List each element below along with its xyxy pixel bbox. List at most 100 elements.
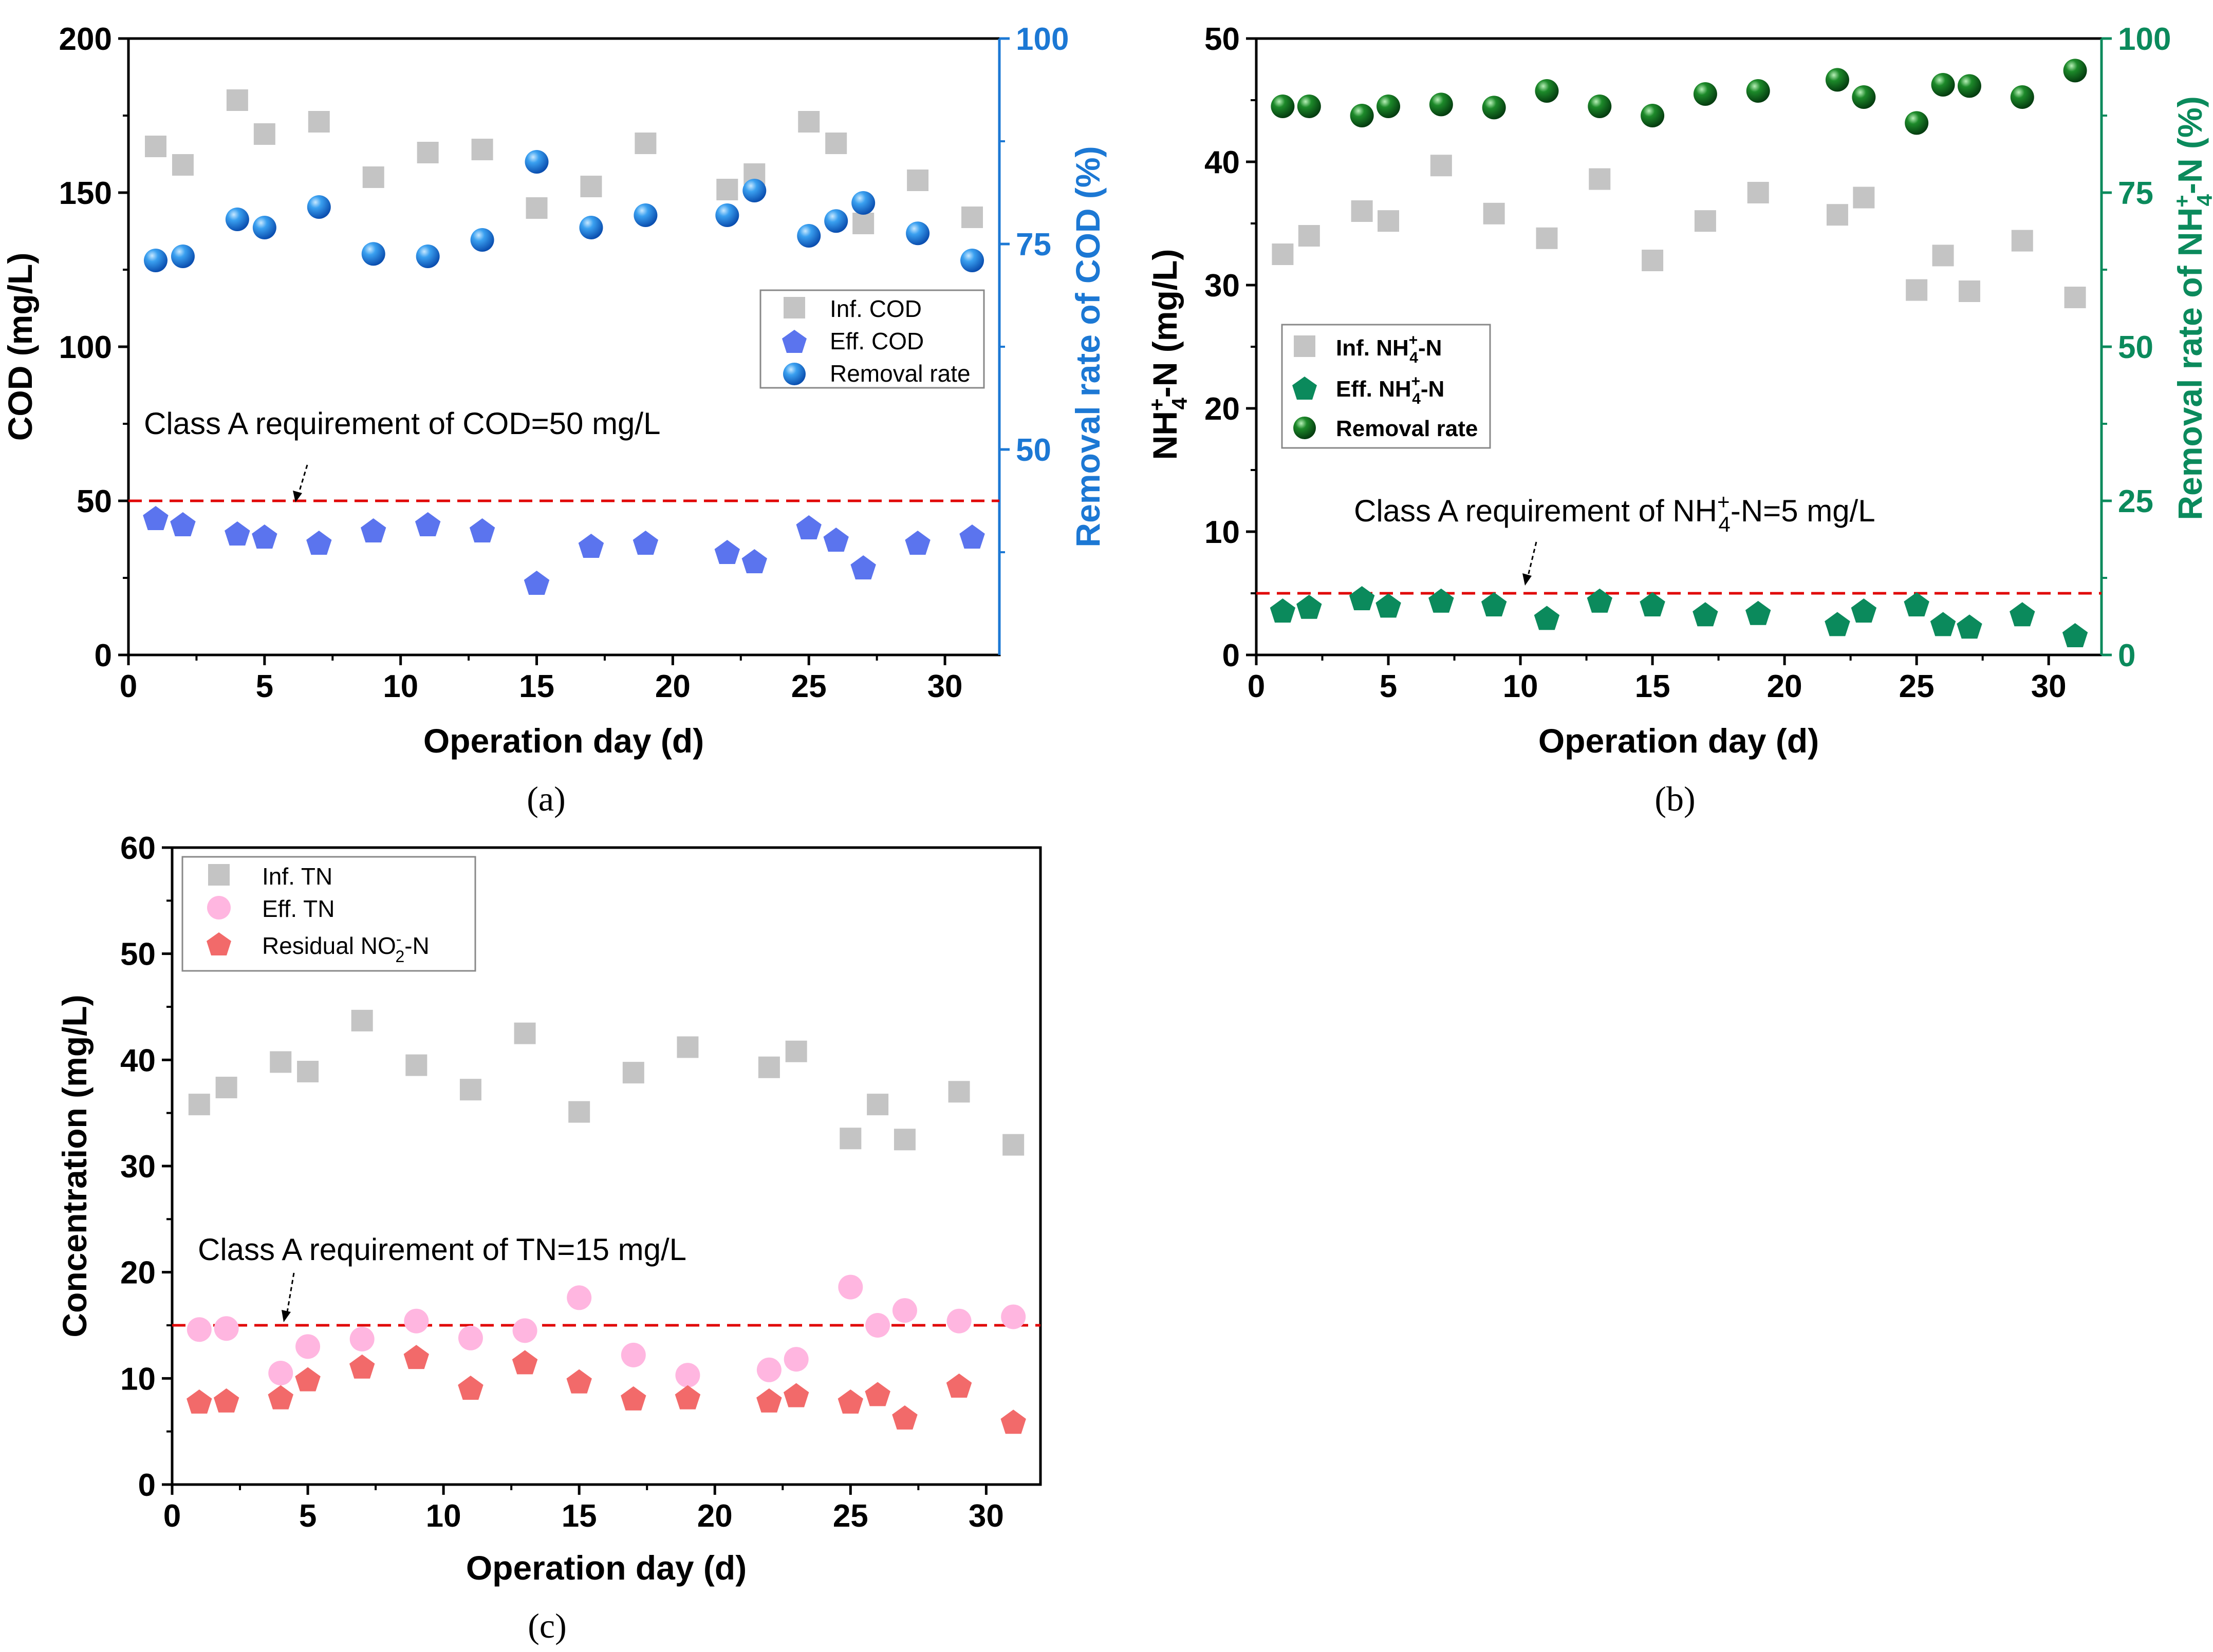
panel-c-series-2-point [349,1354,375,1379]
panel-b-series-1-point [1375,593,1401,618]
panel-b-series-1-point [1745,600,1771,625]
panel-b-series-0-point [1351,200,1373,222]
panel-b-y-tick-label: 10 [1204,515,1240,550]
panel-b-series-0-point [2064,287,2086,308]
panel-a-series-1-point [306,531,332,555]
panel-c-series-1-point [512,1318,537,1343]
panel-b-y-tick-label: 50 [1204,22,1240,57]
panel-c-x-tick-label: 5 [299,1498,317,1534]
panel-c-series-0-point [840,1128,862,1150]
panel-a-series-2-point [906,221,930,246]
panel-c-tn-chart: 0 5 10 15 20 25 30 0 10 20 30 40 50 60 Operation day… [55,831,1042,1645]
panel-c-series-0-point [785,1040,807,1062]
panel-a-label: (a) [527,779,565,818]
panel-a-series-1-point [741,549,767,573]
panel-a-cod-chart: 0 5 10 15 20 25 30 0 50 100 150 200 50 75 100 Operat… [1,22,1107,818]
panel-b-series-2-point [1297,95,1321,118]
panel-b-series-1-point [1587,588,1612,613]
panel-a-series-0-point [798,111,820,133]
panel-c-series-2-point [403,1345,429,1369]
panel-c-series-1-point [187,1317,212,1342]
panel-c-legend-residual-no2: Residual NO-2-N [262,930,430,966]
panel-b-series-0-point [1589,168,1611,190]
panel-b-series-2-point [1693,82,1717,106]
panel-c-series-2-point [865,1382,890,1406]
panel-b-series-2-point [1350,104,1374,127]
panel-c-series-1-point [458,1325,483,1350]
panel-b-series-0-point [1958,280,1980,302]
panel-a-series-2-point [742,179,767,202]
panel-b-series-1-point [1270,598,1296,623]
panel-a-x-tick-label: 30 [927,669,963,704]
panel-b-x-tick-label: 10 [1503,669,1538,704]
panel-c-series-1-point [404,1308,429,1334]
panel-b-series-2-point [1377,95,1401,118]
panel-c-series-2-point [946,1373,972,1398]
panel-a-series-1-point [714,540,740,564]
panel-c-series-0-point [297,1061,319,1083]
panel-b-x-tick-label: 15 [1635,669,1670,704]
panel-c-series-2-point [784,1383,809,1407]
panel-a-y-tick-label: 0 [95,638,112,673]
panel-a-legend-pentagon-icon [782,330,807,353]
panel-c-series-0-point [1002,1134,1025,1156]
panel-c-series-1-point [349,1326,375,1351]
panel-a-series-2-point [361,242,385,266]
panel-a-series-0-point [580,176,602,197]
panel-a-x-tick-label: 0 [120,669,137,704]
panel-b-series-2-point [1905,111,1929,135]
panel-b-series-0-point [1906,279,1928,301]
panel-b-y2-axis-title: Removal rate of NH+4-N (%) [2170,96,2213,520]
panel-c-series-2-point [187,1389,212,1414]
panel-b-series-0-point [1483,202,1505,224]
panel-c-legend-eff-tn: Eff. TN [262,895,334,922]
panel-c-x-tick-label: 15 [562,1498,597,1534]
panel-b-series-0-point [2011,230,2033,252]
panel-c-series-0-point [459,1079,481,1101]
panel-a-legend-eff-cod: Eff. COD [830,328,924,354]
panel-c-series-2-point [268,1385,293,1410]
panel-b-y2-tick-label: 75 [2118,176,2153,211]
panel-b-legend-eff-nh4: Eff. NH+ 4-N [1336,373,1444,407]
panel-a-series-2-point [416,245,440,268]
panel-a-series-2-point [525,150,549,174]
panel-a-series-1-point [850,555,876,579]
panel-b-x-tick-label: 20 [1767,669,1802,704]
panel-b-legend-box [1281,324,1491,449]
panel-c-series-2-point [756,1388,782,1413]
panel-b-series-2-point [1746,79,1770,103]
panel-b-series-0-point [1853,186,1875,209]
panel-b-nh4-chart: 0 5 10 15 20 25 30 0 10 20 30 40 50 0 25 50 75 100 Oper… [1145,22,2213,818]
panel-c-series-2-point [458,1376,483,1400]
panel-a-series-0-point [907,170,929,191]
panel-c-series-1-point [784,1347,809,1372]
panel-a-y-tick-label: 100 [59,330,112,365]
panel-c-x-tick-label: 10 [426,1498,461,1534]
panel-c-series-1-point [295,1334,321,1359]
panel-a-y2-tick-label: 50 [1016,433,1051,468]
panel-a-y2-axis-title: Removal rate of COD (%) [1069,146,1107,547]
panel-b-legend-removal-rate: Removal rate [1336,416,1478,441]
panel-c-y-tick-label: 20 [120,1255,156,1291]
panel-b-series-2-point [2010,85,2034,109]
panel-a-series-1-point [225,521,250,546]
panel-a-annotation-arrow [297,464,308,496]
panel-b-series-0-point [1747,182,1769,203]
panel-c-legend-circle-icon [207,896,231,919]
panel-c-series-1-point [865,1313,890,1338]
panel-b-x-tick-label: 0 [1248,669,1265,704]
panel-a-legend-removal-rate: Removal rate [830,360,971,387]
panel-c-y-tick-label: 60 [120,831,156,866]
panel-c-series-1-point [214,1316,239,1341]
panel-c-series-0-point [568,1101,590,1123]
panel-c-series-0-point [677,1036,699,1058]
panel-b-series-1-point [1957,614,1982,639]
panel-a-x-tick-label: 5 [256,669,273,704]
panel-b-y-tick-label: 40 [1204,145,1240,180]
panel-a-series-1-point [796,515,822,539]
panel-c-x-tick-label: 25 [833,1498,868,1534]
panel-c-series-0-point [622,1062,644,1084]
panel-c-y-tick-label: 0 [138,1468,156,1503]
panel-c-y-tick-label: 30 [120,1149,156,1185]
panel-a-series-0-point [471,139,493,160]
